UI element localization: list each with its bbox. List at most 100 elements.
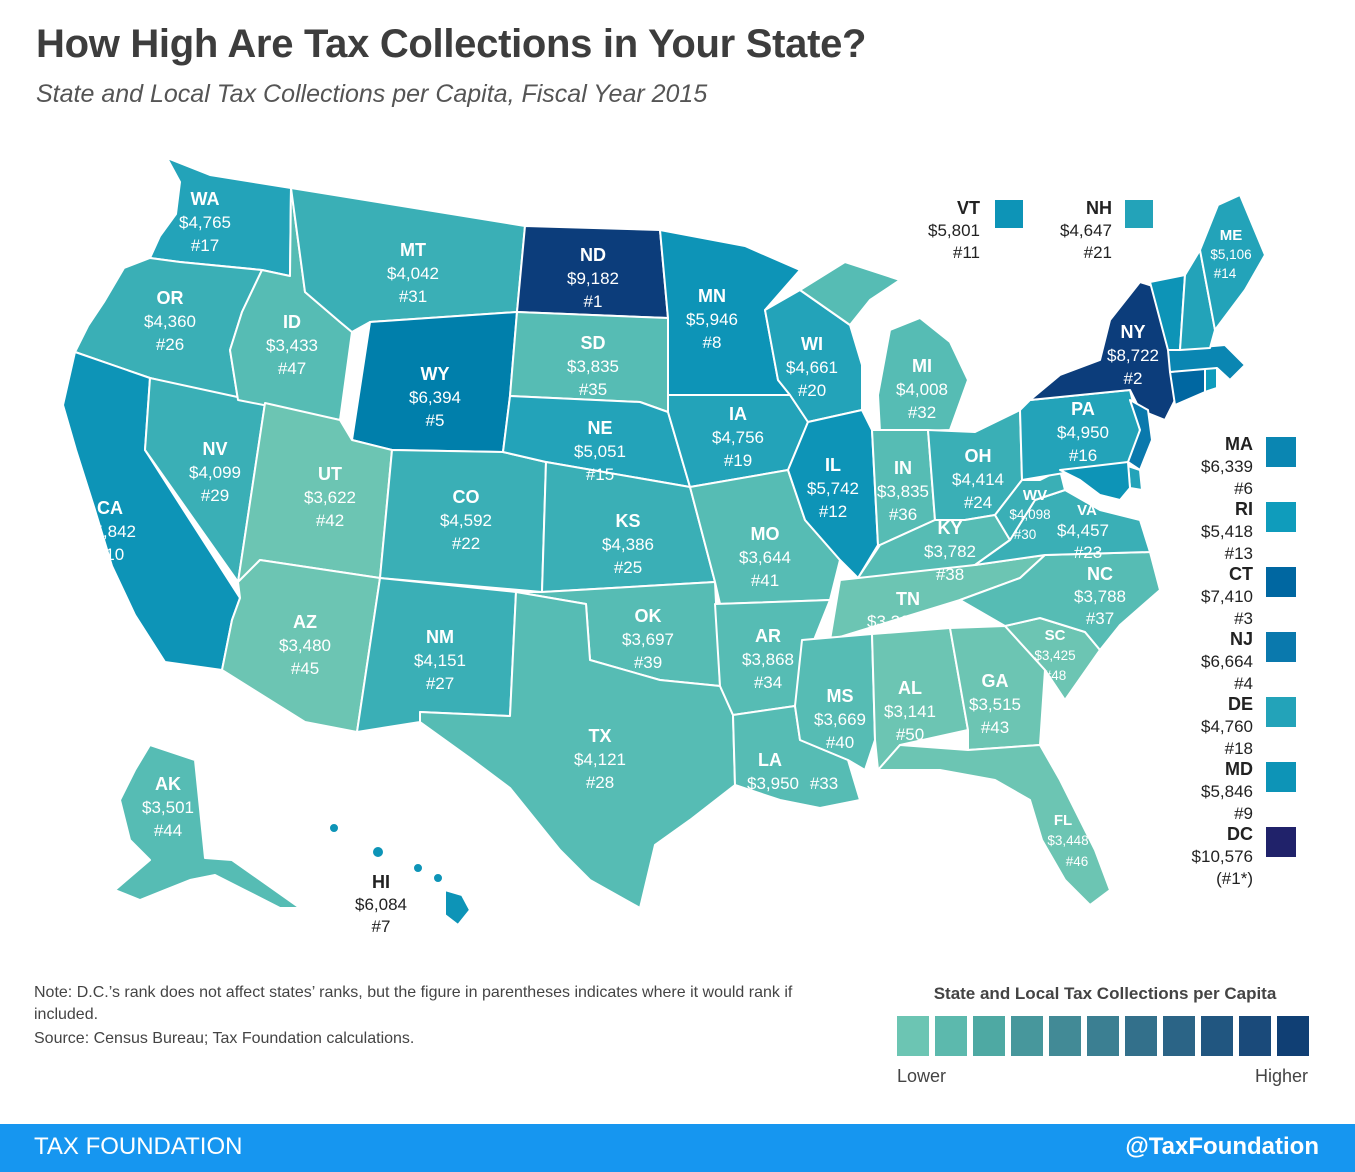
svg-text:NY: NY xyxy=(1120,322,1145,342)
svg-text:#41: #41 xyxy=(751,571,779,590)
svg-text:$4,592: $4,592 xyxy=(440,511,492,530)
svg-text:$3,448: $3,448 xyxy=(1047,833,1088,848)
svg-text:LA: LA xyxy=(758,750,782,770)
state-AZ[interactable] xyxy=(221,559,381,733)
label-OH: OH $4,414 #24 xyxy=(952,446,1004,512)
svg-text:#17: #17 xyxy=(191,236,219,255)
side-legend-text: $5,846 xyxy=(1201,782,1253,801)
svg-text:#36: #36 xyxy=(889,505,917,524)
side-legend-text: #4 xyxy=(1234,674,1253,693)
svg-text:$4,386: $4,386 xyxy=(602,535,654,554)
svg-text:$4,661: $4,661 xyxy=(786,358,838,377)
svg-text:$3,835: $3,835 xyxy=(567,357,619,376)
svg-text:KS: KS xyxy=(615,511,640,531)
side-legend-text: $6,664 xyxy=(1201,652,1253,671)
label-MT: MT $4,042 #31 xyxy=(387,240,439,306)
svg-text:PA: PA xyxy=(1071,399,1095,419)
state-RI[interactable] xyxy=(1204,367,1218,393)
side-legend-swatch xyxy=(1266,762,1296,792)
scale-legend-swatch xyxy=(1163,1016,1195,1056)
state-FL[interactable] xyxy=(877,744,1111,906)
side-legend-item-ma: MA $6,339 #6 xyxy=(1201,434,1296,498)
svg-text:$4,098: $4,098 xyxy=(1009,507,1050,522)
svg-text:#26: #26 xyxy=(156,335,184,354)
svg-text:#37: #37 xyxy=(1086,609,1114,628)
side-legend-text: #18 xyxy=(1225,739,1253,758)
svg-text:MT: MT xyxy=(400,240,426,260)
side-legend-text: #13 xyxy=(1225,544,1253,563)
state-MI[interactable] xyxy=(799,261,969,433)
svg-text:#49: #49 xyxy=(931,612,959,631)
footer-brand: TAX FOUNDATION xyxy=(34,1133,243,1160)
label-ND: ND $9,182 #1 xyxy=(567,245,619,311)
svg-text:AZ: AZ xyxy=(293,612,317,632)
svg-text:$5,051: $5,051 xyxy=(574,442,626,461)
state-ME[interactable] xyxy=(1199,194,1266,331)
svg-text:$6,394: $6,394 xyxy=(409,388,461,407)
svg-text:VA: VA xyxy=(1077,502,1097,519)
side-legend-text: NJ xyxy=(1230,629,1253,649)
state-CT[interactable] xyxy=(1169,367,1206,406)
page-title: How High Are Tax Collections in Your Sta… xyxy=(36,22,867,66)
svg-text:$4,121: $4,121 xyxy=(574,750,626,769)
side-legend-text: $5,418 xyxy=(1201,522,1253,541)
svg-text:#11: #11 xyxy=(953,243,980,262)
svg-text:#50: #50 xyxy=(896,725,924,744)
side-legend-text: #3 xyxy=(1234,609,1253,628)
state-MD[interactable] xyxy=(1059,461,1131,501)
label-KS: KS $4,386 #25 xyxy=(602,511,654,577)
label-FL: FL $3,448 #46 xyxy=(1047,812,1088,869)
side-legend-item-dc: DC $10,576 (#1*) xyxy=(1192,824,1296,888)
svg-text:WI: WI xyxy=(801,334,823,354)
scale-legend-swatch xyxy=(1201,1016,1233,1056)
state-NC[interactable] xyxy=(959,551,1161,651)
scale-legend-swatch xyxy=(1087,1016,1119,1056)
state-MA[interactable] xyxy=(1167,344,1246,381)
svg-text:#38: #38 xyxy=(936,565,964,584)
footer-handle[interactable]: @TaxFoundation xyxy=(1125,1133,1319,1160)
side-legend-swatch xyxy=(1266,827,1296,857)
svg-text:#2: #2 xyxy=(1124,369,1143,388)
label-AZ: AZ $3,480 #45 xyxy=(279,612,331,678)
svg-text:#1: #1 xyxy=(584,292,603,311)
svg-text:#28: #28 xyxy=(586,773,614,792)
svg-text:NC: NC xyxy=(1087,564,1113,584)
state-NH[interactable] xyxy=(1179,249,1216,351)
side-legend-text: #9 xyxy=(1234,804,1253,823)
side-legend-text: $10,576 xyxy=(1192,847,1253,866)
scale-legend-high: Higher xyxy=(1255,1066,1309,1086)
svg-text:#23: #23 xyxy=(1074,543,1102,562)
svg-text:NH: NH xyxy=(1086,198,1112,218)
svg-text:CO: CO xyxy=(453,487,480,507)
state-TX[interactable] xyxy=(419,591,736,909)
svg-text:$3,268: $3,268 xyxy=(867,612,919,631)
svg-text:#10: #10 xyxy=(96,545,124,564)
svg-text:MN: MN xyxy=(698,286,726,306)
svg-text:$4,008: $4,008 xyxy=(896,380,948,399)
svg-text:#5: #5 xyxy=(426,411,445,430)
svg-text:#8: #8 xyxy=(703,333,722,352)
state-MT[interactable] xyxy=(290,187,526,333)
side-legend-text: CT xyxy=(1229,564,1253,584)
svg-text:#35: #35 xyxy=(579,380,607,399)
svg-text:$4,414: $4,414 xyxy=(952,470,1004,489)
scale-legend-swatch xyxy=(1277,1016,1309,1056)
svg-text:IL: IL xyxy=(825,455,841,475)
label-NE: NE $5,051 #15 xyxy=(574,418,626,484)
svg-text:AK: AK xyxy=(155,774,181,794)
svg-text:#25: #25 xyxy=(614,558,642,577)
label-GA: GA $3,515 #43 xyxy=(969,671,1021,737)
svg-text:$3,788: $3,788 xyxy=(1074,587,1126,606)
svg-text:KY: KY xyxy=(937,518,962,538)
state-HI[interactable] xyxy=(328,822,471,926)
svg-text:#19: #19 xyxy=(724,451,752,470)
scale-legend-title: State and Local Tax Collections per Capi… xyxy=(933,984,1277,1003)
svg-text:$3,433: $3,433 xyxy=(266,336,318,355)
nh-swatch xyxy=(1125,200,1153,228)
svg-text:$3,425: $3,425 xyxy=(1034,648,1075,663)
svg-text:#33: #33 xyxy=(810,774,838,793)
svg-text:$3,480: $3,480 xyxy=(279,636,331,655)
svg-text:$3,782: $3,782 xyxy=(924,542,976,561)
side-legend-item-md: MD $5,846 #9 xyxy=(1201,759,1296,823)
state-AK[interactable] xyxy=(114,744,301,909)
